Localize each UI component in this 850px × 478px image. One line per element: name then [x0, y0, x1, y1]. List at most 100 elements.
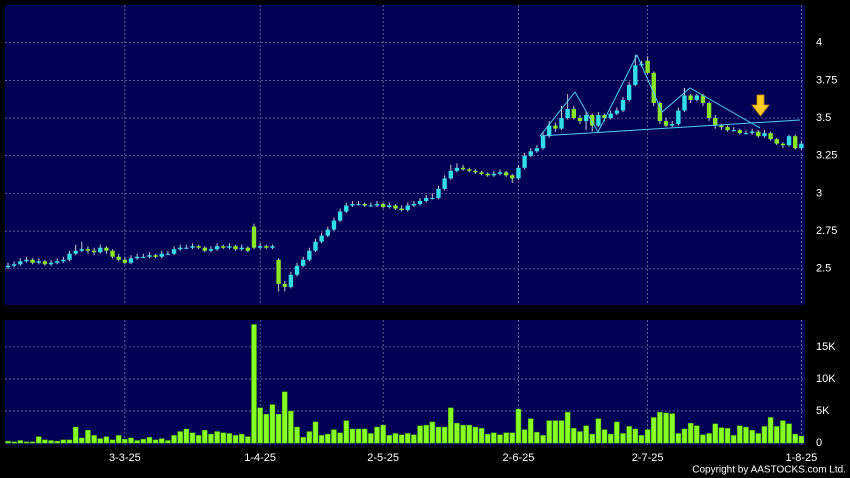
volume-bar [152, 439, 159, 444]
volume-bar [564, 412, 571, 444]
x-tick-label: 1-4-25 [244, 452, 276, 464]
candle-body [553, 125, 558, 129]
candle-body [91, 250, 97, 253]
volume-bar [355, 428, 362, 444]
volume-bar [128, 437, 134, 444]
volume-bar [146, 437, 153, 444]
candle-body [688, 95, 693, 100]
candle-body [633, 65, 638, 85]
candle-body [799, 143, 804, 149]
volume-bar [343, 420, 349, 444]
candle-body [147, 255, 152, 257]
volume-bar [349, 428, 356, 444]
candle-body [79, 249, 84, 251]
volume-bar [42, 439, 48, 444]
volume-bar [712, 423, 718, 444]
candle-body [380, 203, 386, 208]
candle-body [645, 60, 650, 73]
candle-body [528, 151, 533, 156]
volume-bar [97, 438, 103, 444]
y-tick-label: 5K [816, 405, 830, 417]
candle-body [793, 136, 798, 149]
x-tick-label: 2-5-25 [367, 452, 399, 464]
volume-bar [17, 440, 24, 444]
volume-bar [497, 434, 503, 444]
candle-body [614, 110, 620, 114]
volume-bar [189, 432, 196, 444]
volume-bar [706, 433, 712, 444]
volume-bar [546, 420, 552, 444]
volume-bar [374, 426, 380, 444]
volume-bar [214, 431, 220, 444]
candle-body [24, 259, 29, 262]
volume-bar [694, 425, 700, 444]
candle-body [620, 99, 626, 111]
candle-body [257, 246, 263, 248]
candle-body [448, 170, 453, 179]
candle-body [134, 256, 140, 259]
volume-bar [288, 410, 294, 444]
volume-panel [5, 320, 805, 445]
volume-bar [503, 432, 509, 444]
candle-body [276, 259, 281, 284]
candle-body [454, 167, 460, 171]
volume-bar [331, 429, 337, 444]
volume-bar [730, 435, 737, 444]
candle-body [651, 72, 656, 103]
candle-body [694, 95, 699, 100]
volume-bar [220, 432, 226, 444]
volume-bar [632, 428, 639, 444]
volume-bar [177, 431, 183, 444]
candle-body [18, 261, 23, 265]
volume-bar [103, 436, 110, 444]
candle-body [368, 205, 374, 207]
volume-bar [607, 433, 614, 444]
volume-bar [23, 441, 30, 444]
candle-body [294, 265, 300, 275]
candle-body [350, 203, 355, 206]
volume-bar [263, 413, 270, 444]
candle-body [307, 250, 312, 260]
candle-body [362, 203, 367, 206]
volume-bar [312, 421, 319, 444]
volume-bar [454, 422, 460, 444]
candle-body [602, 115, 607, 119]
volume-bar [638, 435, 645, 444]
volume-bar [72, 426, 79, 444]
volume-bar [417, 425, 423, 444]
candle-body [141, 256, 146, 258]
candle-body [5, 265, 11, 268]
volume-bar [761, 426, 768, 444]
candle-body [214, 246, 220, 250]
volume-bar [724, 428, 731, 444]
candle-body [485, 173, 490, 176]
volume-bar [700, 434, 706, 444]
volume-bar [392, 433, 399, 444]
volume-bar [368, 433, 374, 444]
candle-body [387, 205, 392, 208]
y-tick-label: 3.5 [816, 112, 831, 124]
candle-body [221, 246, 226, 248]
price-panel [5, 5, 805, 305]
candle-body [725, 127, 730, 131]
volume-bar [448, 407, 454, 444]
volume-bar [521, 429, 528, 444]
volume-bar [509, 432, 516, 444]
volume-bar [269, 404, 276, 444]
candle-body [98, 247, 103, 253]
volume-bar [515, 408, 522, 444]
candle-body [503, 172, 509, 176]
candle-body [774, 139, 779, 144]
volume-bar [441, 426, 448, 444]
volume-bar [195, 435, 202, 444]
candle-body [337, 211, 343, 221]
candle-body [233, 246, 238, 250]
volume-bar [429, 421, 436, 444]
candle-body [547, 125, 552, 137]
volume-bar [767, 417, 774, 444]
candle-body [61, 259, 66, 262]
candle-body [430, 197, 435, 199]
candle-body [663, 121, 669, 126]
y-tick-label: 10K [816, 373, 836, 385]
neckline [539, 119, 801, 137]
